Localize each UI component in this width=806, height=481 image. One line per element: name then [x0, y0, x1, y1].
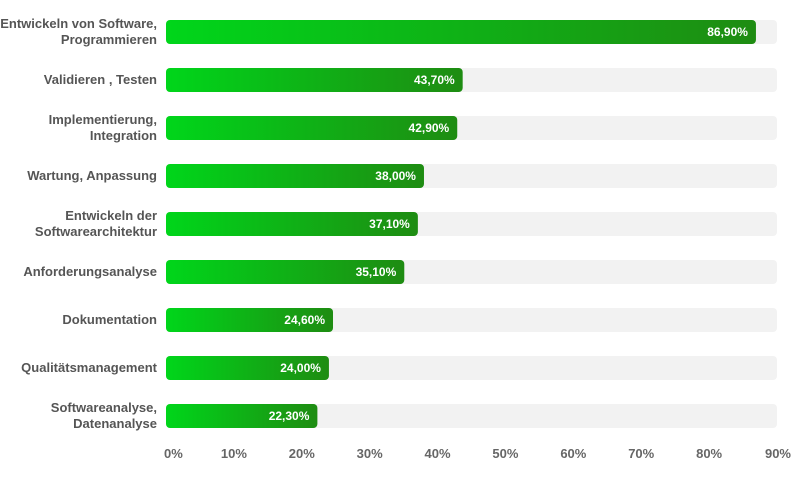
bar-track [166, 404, 777, 428]
bar-value-label: 24,00% [280, 361, 321, 375]
bar-value-label: 38,00% [375, 169, 416, 183]
bar-value-label: 42,90% [409, 121, 450, 135]
category-labels: Entwickeln von Software, Programmieren Val… [0, 16, 157, 431]
x-tick-label: 80% [696, 446, 722, 461]
category-label: Validieren , Testen [44, 72, 157, 87]
x-tick-label: 0% [164, 446, 183, 461]
x-tick-label: 50% [492, 446, 518, 461]
x-tick-label: 40% [425, 446, 451, 461]
x-tick-label: 60% [560, 446, 586, 461]
value-labels: 86,90% 43,70% 42,90% 38,00% 37,10% 35,10% 24,6… [269, 25, 749, 423]
category-label: Implementierung, Integration [49, 112, 157, 143]
bar [166, 68, 463, 92]
x-tick-label: 90% [765, 446, 791, 461]
category-label: Qualitätsmanagement [21, 360, 157, 375]
category-label: Anforderungsanalyse [23, 264, 157, 279]
bar [166, 260, 405, 284]
x-tick-label: 30% [357, 446, 383, 461]
x-tick-label: 70% [628, 446, 654, 461]
bar-value-label: 22,30% [269, 409, 310, 423]
bar [166, 308, 334, 332]
bar [166, 164, 424, 188]
x-axis-tick-labels: 0% 10% 20% 30% 40% 50% 60% 70% 80% 90% [164, 446, 791, 461]
category-label: Entwickeln der Softwarearchitektur [35, 208, 157, 239]
category-label: Softwareanalyse, Datenanalyse [51, 400, 157, 431]
bar-value-label: 24,60% [284, 313, 325, 327]
bar [166, 116, 458, 140]
bar-value-label: 37,10% [369, 217, 410, 231]
x-tick-label: 20% [289, 446, 315, 461]
bar-value-label: 86,90% [707, 25, 748, 39]
bars [166, 20, 756, 428]
bar [166, 356, 329, 380]
category-label: Dokumentation [62, 312, 157, 327]
bar-value-label: 35,10% [356, 265, 397, 279]
category-label: Entwickeln von Software, Programmieren [0, 16, 157, 47]
bar [166, 20, 756, 44]
x-tick-label: 10% [221, 446, 247, 461]
bar [166, 212, 418, 236]
bar-value-label: 43,70% [414, 73, 455, 87]
bar [166, 404, 318, 428]
category-label: Wartung, Anpassung [27, 168, 157, 183]
